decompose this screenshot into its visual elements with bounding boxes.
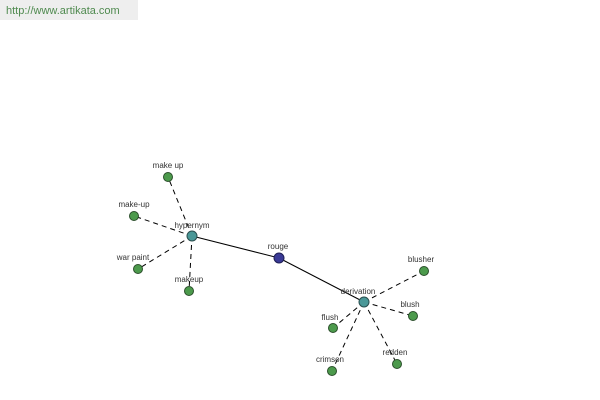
edges [133,176,425,372]
node[interactable] [163,172,173,182]
edge [332,301,365,329]
node[interactable] [328,323,338,333]
node[interactable] [392,359,402,369]
node-label: redden [383,348,408,357]
edge [191,235,280,259]
node[interactable] [129,211,139,221]
node-label: crimson [316,355,344,364]
edge [363,270,425,303]
node-label: blush [400,300,419,309]
url-box [0,0,138,20]
url[interactable]: http://www.artikata.com [6,5,120,17]
edge [188,235,193,292]
node[interactable] [327,366,337,376]
nodes: rouge hypernym derivation make up make-u… [116,161,435,376]
node[interactable] [408,311,418,321]
node-label: war paint [116,253,150,262]
node[interactable] [186,230,198,242]
edge [331,301,365,372]
node-label: hypernym [174,221,209,230]
node-label: makeup [175,275,204,284]
node-label: make up [153,161,184,170]
edge [278,257,365,303]
node[interactable] [419,266,429,276]
edge [137,235,193,270]
node[interactable] [273,252,285,264]
node-label: make-up [118,200,150,209]
node-label: derivation [341,287,376,296]
node-label: blusher [408,255,435,264]
node[interactable] [184,286,194,296]
edge [133,215,193,237]
node[interactable] [133,264,143,274]
edge [363,301,398,365]
edge [167,176,193,237]
node[interactable] [358,296,370,308]
node-label: flush [322,313,339,322]
node-label: rouge [268,242,289,251]
